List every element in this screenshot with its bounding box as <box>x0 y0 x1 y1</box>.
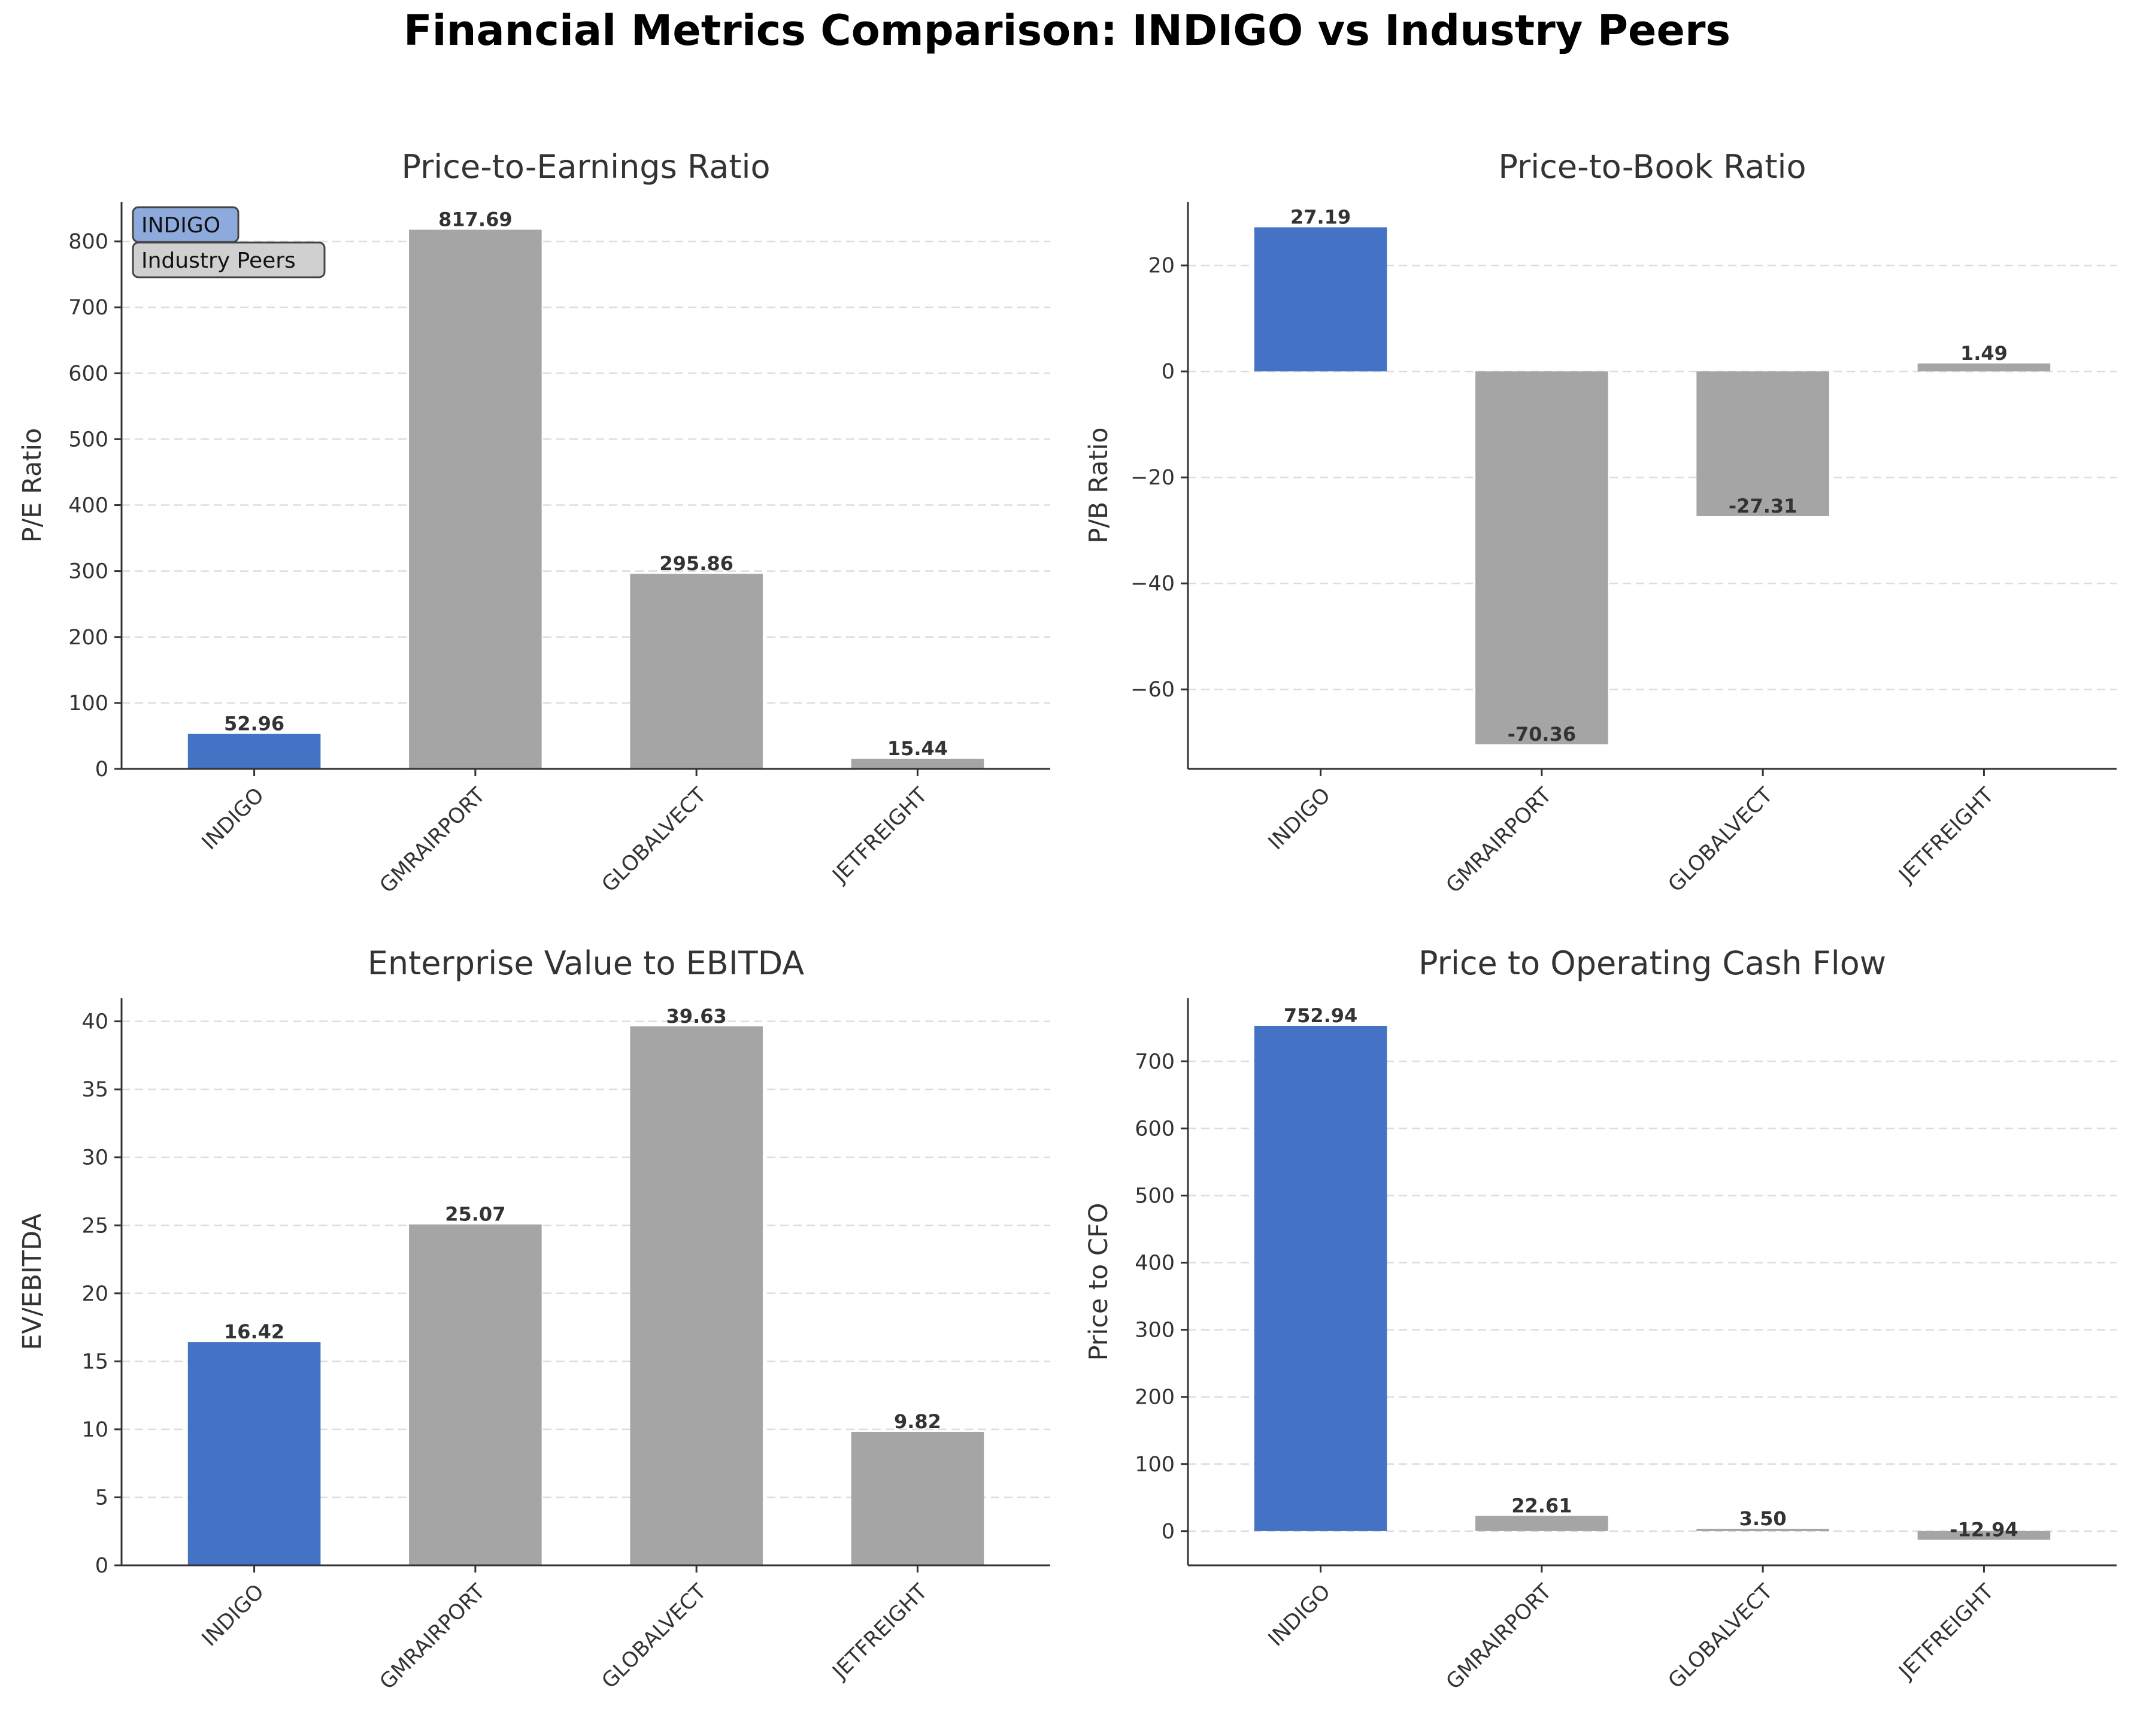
x-tick-label-jetfreight: JETFREIGHT <box>827 783 932 888</box>
data-label: 39.63 <box>666 1005 727 1028</box>
x-tick-label-jetfreight: JETFREIGHT <box>1894 1580 1999 1685</box>
y-tick-label: 0 <box>1162 360 1175 384</box>
y-tick-label: 35 <box>81 1078 108 1102</box>
x-tick-label-gmrairport: GMRAIRPORT <box>375 1580 490 1695</box>
y-tick-label: 300 <box>1135 1319 1175 1343</box>
bar-globalvect <box>1696 1528 1829 1531</box>
y-tick-label: −60 <box>1130 678 1175 702</box>
data-label: 16.42 <box>224 1320 284 1343</box>
x-tick-label-indigo: INDIGO <box>1264 783 1335 855</box>
y-tick-label: 100 <box>68 692 108 716</box>
y-tick-label: 20 <box>81 1282 108 1306</box>
x-tick-label-gmrairport: GMRAIRPORT <box>1442 783 1557 898</box>
panel-title: Price to Operating Cash Flow <box>1418 944 1886 982</box>
y-tick-label: 600 <box>1135 1117 1175 1141</box>
legend-box-industry-peers <box>132 241 326 278</box>
panel-title: Enterprise Value to EBITDA <box>368 944 804 982</box>
y-tick-label: 800 <box>68 230 108 254</box>
data-label: 52.96 <box>224 713 284 735</box>
data-label: 9.82 <box>894 1410 941 1433</box>
y-tick-label: 600 <box>68 362 108 386</box>
legend-label-indigo: INDIGO <box>141 213 220 238</box>
y-axis-label: Price to CFO <box>1084 1202 1114 1361</box>
data-label: -27.31 <box>1729 495 1797 517</box>
x-tick-label-jetfreight: JETFREIGHT <box>827 1580 932 1685</box>
bar-globalvect <box>1696 371 1829 516</box>
panel-title: Price-to-Book Ratio <box>1498 148 1806 186</box>
data-label: 752.94 <box>1284 1004 1357 1027</box>
y-axis-label: P/E Ratio <box>17 428 47 543</box>
y-tick-label: 500 <box>68 428 108 452</box>
bar-indigo <box>1254 227 1387 372</box>
bar-indigo <box>187 1342 321 1565</box>
x-tick-label-indigo: INDIGO <box>198 1580 269 1651</box>
data-label: 27.19 <box>1290 206 1351 229</box>
y-tick-label: 15 <box>81 1350 108 1374</box>
x-tick-label-globalvect: GLOBALVECT <box>598 1580 711 1693</box>
x-tick-label-indigo: INDIGO <box>1264 1580 1335 1651</box>
bar-globalvect <box>630 574 763 769</box>
y-tick-label: 0 <box>1162 1520 1175 1544</box>
bar-jetfreight <box>851 1431 984 1565</box>
data-label: -70.36 <box>1508 723 1577 746</box>
bar-jetfreight <box>1917 363 2051 372</box>
x-tick-label-gmrairport: GMRAIRPORT <box>1442 1580 1557 1695</box>
y-tick-label: 40 <box>81 1010 108 1034</box>
y-tick-label: 700 <box>68 296 108 320</box>
y-tick-label: 25 <box>81 1214 108 1238</box>
y-tick-label: −40 <box>1130 572 1175 596</box>
data-label: 1.49 <box>1960 342 2008 365</box>
x-tick-label-globalvect: GLOBALVECT <box>1664 1580 1778 1693</box>
y-tick-label: 300 <box>68 560 108 584</box>
bar-indigo <box>187 734 321 769</box>
panel-title: Price-to-Earnings Ratio <box>401 148 770 186</box>
data-label: 3.50 <box>1739 1507 1787 1530</box>
x-tick-label-globalvect: GLOBALVECT <box>1664 783 1778 897</box>
chart-panel-pb: 27.19 -70.36 -27.31 1.49 −60 −40 −20 0 20 INDIGO G… <box>1084 148 2117 898</box>
y-axis-label: EV/EBITDA <box>17 1213 47 1350</box>
data-label: 15.44 <box>887 737 948 760</box>
bar-jetfreight <box>1917 1531 2051 1540</box>
data-label: 25.07 <box>445 1203 505 1226</box>
x-tick-label-gmrairport: GMRAIRPORT <box>375 783 490 898</box>
figure-title: Financial Metrics Comparison: INDIGO vs … <box>403 6 1731 55</box>
data-label: 295.86 <box>659 552 733 575</box>
y-tick-label: 700 <box>1135 1050 1175 1074</box>
y-axis-label: P/B Ratio <box>1084 428 1114 544</box>
chart-panel-ev-ebitda: 16.42 25.07 39.63 9.82 0 5 10 15 20 25 30 35 40 INDIG… <box>17 944 1050 1694</box>
x-tick-label-globalvect: GLOBALVECT <box>598 783 711 897</box>
bar-gmrairport <box>409 1224 542 1565</box>
bar-gmrairport <box>1475 371 1608 744</box>
x-tick-label-jetfreight: JETFREIGHT <box>1894 783 1999 888</box>
bar-globalvect <box>630 1026 763 1565</box>
y-tick-label: 400 <box>68 494 108 518</box>
y-tick-label: 100 <box>1135 1453 1175 1477</box>
y-tick-label: 200 <box>68 626 108 650</box>
y-tick-label: 10 <box>81 1418 108 1442</box>
data-label: 817.69 <box>438 208 512 231</box>
y-tick-label: 20 <box>1148 254 1175 278</box>
bar-gmrairport <box>1475 1516 1608 1531</box>
data-label: 22.61 <box>1511 1495 1572 1517</box>
chart-panel-p-cfo: 752.94 22.61 3.50 -12.94 0 100 200 300 400 500 600… <box>1084 944 2117 1694</box>
y-tick-label: 400 <box>1135 1252 1175 1276</box>
y-tick-label: 500 <box>1135 1184 1175 1208</box>
y-tick-label: 30 <box>81 1146 108 1170</box>
bar-gmrairport <box>409 229 542 769</box>
data-label: -12.94 <box>1950 1518 2018 1541</box>
y-tick-label: 200 <box>1135 1386 1175 1410</box>
legend-label-industry-peers: Industry Peers <box>141 249 296 273</box>
legend: INDIGO Industry Peers <box>132 206 326 278</box>
y-tick-label: 0 <box>95 1554 108 1578</box>
y-tick-label: −20 <box>1130 466 1175 490</box>
bar-jetfreight <box>851 758 984 769</box>
bar-indigo <box>1254 1026 1387 1531</box>
y-tick-label: 5 <box>95 1486 108 1510</box>
y-tick-label: 0 <box>95 758 108 781</box>
x-tick-label-indigo: INDIGO <box>198 783 269 855</box>
